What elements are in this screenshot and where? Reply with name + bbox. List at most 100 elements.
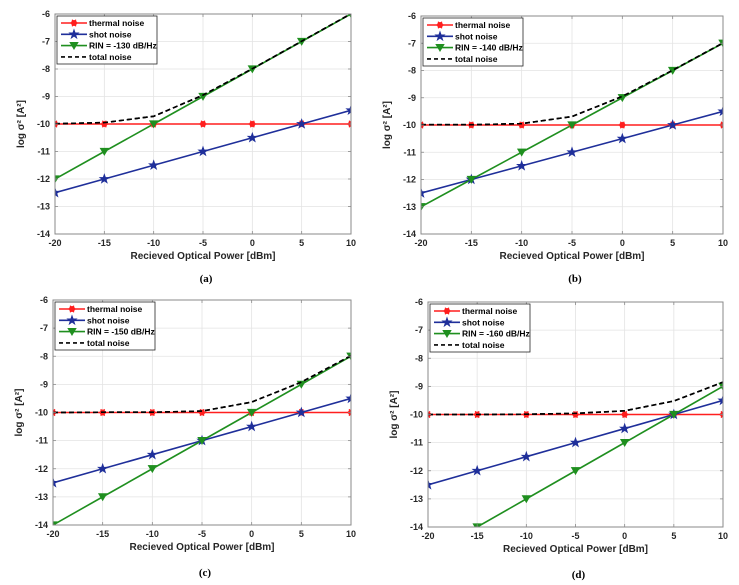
data-point-thermal-arm <box>53 408 56 414</box>
y-tick-label: -14 <box>403 229 416 239</box>
legend-marker-rin <box>69 41 79 50</box>
legend-marker-thermal-arm <box>444 307 450 315</box>
legend-marker-shot <box>66 314 78 326</box>
y-tick-label: -7 <box>408 38 416 48</box>
y-tick-label: -11 <box>410 438 423 448</box>
panel-caption: (a) <box>200 273 213 285</box>
x-tick-label: 10 <box>346 529 356 539</box>
x-tick-label: -5 <box>199 238 207 248</box>
data-point-thermal-arm <box>720 413 723 419</box>
data-point-shot <box>520 450 532 462</box>
data-point-thermal-arm <box>421 123 424 129</box>
legend-item-thermal: thermal noise <box>61 18 145 28</box>
data-point-shot <box>566 146 578 158</box>
series-line-total-overlay <box>55 14 351 125</box>
data-point-shot <box>717 394 723 406</box>
legend-label: thermal noise <box>89 18 145 28</box>
y-tick-label: -12 <box>35 464 48 474</box>
y-tick-label: -13 <box>410 494 423 504</box>
legend-item-rin: RIN = -130 dB/Hz <box>61 41 157 51</box>
data-point-shot <box>345 104 351 116</box>
x-tick-label: 5 <box>671 531 676 541</box>
data-point-shot <box>421 187 427 198</box>
legend-marker-shot <box>441 316 453 328</box>
data-point-shot <box>197 145 209 157</box>
data-point-shot <box>97 462 109 474</box>
legend-label: shot noise <box>87 315 130 325</box>
y-tick-label: -12 <box>403 175 416 185</box>
x-tick-label: -10 <box>515 238 528 248</box>
data-point-thermal-arm <box>55 120 58 126</box>
y-tick-label: -10 <box>410 410 423 420</box>
legend-label: RIN = -130 dB/Hz <box>89 41 157 51</box>
data-point-shot <box>295 406 307 418</box>
x-tick-label: 0 <box>250 238 255 248</box>
y-tick-label: -6 <box>408 11 416 21</box>
y-tick-label: -14 <box>35 520 48 530</box>
x-tick-label: -15 <box>96 529 109 539</box>
data-point-thermal <box>620 410 629 419</box>
legend-marker-thermal <box>443 307 451 315</box>
series-line-total-overlay <box>53 354 351 414</box>
legend-label: total noise <box>89 52 132 62</box>
y-tick-label: -8 <box>408 66 416 76</box>
y-tick-label: -13 <box>35 492 48 502</box>
x-tick-label: -20 <box>48 238 61 248</box>
legend-item-thermal: thermal noise <box>59 304 143 314</box>
x-tick-label: -10 <box>147 238 160 248</box>
y-tick-label: -13 <box>37 202 50 212</box>
data-point-thermal <box>198 408 206 417</box>
y-tick-label: -14 <box>410 522 423 532</box>
data-point-shot <box>246 131 258 143</box>
data-point-rin <box>148 120 159 129</box>
x-tick-label: 10 <box>718 238 728 248</box>
y-tick-label: -7 <box>40 323 48 333</box>
y-axis-label: log σ² [A²] <box>16 100 27 148</box>
y-tick-label: -9 <box>42 92 50 102</box>
data-point-thermal <box>618 121 627 129</box>
y-tick-label: -12 <box>410 466 423 476</box>
y-tick-label: -12 <box>37 174 50 184</box>
y-tick-label: -10 <box>403 120 416 130</box>
legend-item-total: total noise <box>59 338 130 348</box>
data-point-thermal-arm <box>720 121 723 127</box>
legend-label: thermal noise <box>462 306 518 316</box>
x-tick-label: 0 <box>249 529 254 539</box>
legend-item-rin: RIN = -160 dB/Hz <box>434 329 530 339</box>
legend-label: RIN = -160 dB/Hz <box>462 329 530 339</box>
data-point-thermal-arm <box>348 120 351 126</box>
data-point-shot <box>55 186 61 198</box>
data-point-thermal-arm <box>428 413 431 419</box>
series-line-total-overlay <box>428 381 723 416</box>
legend-item-thermal: thermal noise <box>434 306 518 316</box>
y-tick-label: -8 <box>40 351 48 361</box>
data-point-thermal-arm <box>348 411 351 417</box>
series-layer <box>53 352 351 525</box>
series-layer <box>55 14 351 198</box>
data-point-thermal-arm <box>428 410 431 416</box>
legend-item-shot: shot noise <box>434 316 505 328</box>
data-point-thermal-arm <box>519 121 525 129</box>
legend-label: RIN = -150 dB/Hz <box>87 327 155 337</box>
data-point-shot <box>345 392 351 404</box>
x-axis-label: Recieved Optical Power [dBm] <box>499 251 644 262</box>
legend-marker-rin <box>67 327 77 336</box>
data-point-thermal-arm <box>348 122 351 128</box>
chart-panel-d: -20 -15 -10 -5 0 5 10 -14 -13 -12 -11 -10 -9 -8 -7 -6 Re… <box>389 297 728 581</box>
y-tick-label: -10 <box>35 408 48 418</box>
legend-label: thermal noise <box>87 304 143 314</box>
data-point-rin <box>197 436 207 445</box>
data-point-shot <box>98 173 110 184</box>
y-tick-label: -9 <box>408 93 416 103</box>
y-tick-label: -11 <box>37 147 50 157</box>
data-point-rin <box>570 467 581 476</box>
data-point-thermal <box>248 120 257 128</box>
x-tick-label: -10 <box>520 531 533 541</box>
x-tick-label: 5 <box>670 238 675 248</box>
legend-item-total: total noise <box>427 54 498 64</box>
data-point-thermal-arm <box>619 121 625 129</box>
